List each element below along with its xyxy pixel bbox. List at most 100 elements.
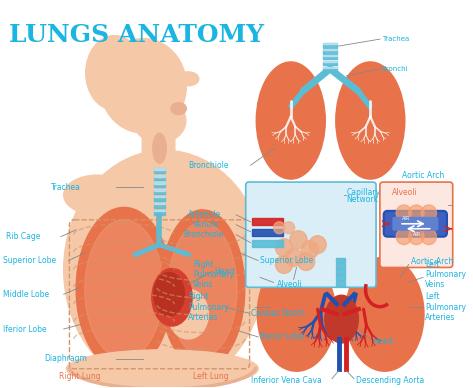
Ellipse shape	[64, 150, 265, 388]
Text: Rib Cage: Rib Cage	[6, 232, 41, 241]
Ellipse shape	[256, 62, 325, 179]
Text: Trachea: Trachea	[51, 182, 81, 192]
Text: AIR: AIR	[413, 232, 422, 237]
Text: Heart: Heart	[372, 338, 394, 346]
Text: Left
Pulmonary
Veins: Left Pulmonary Veins	[425, 260, 466, 289]
Text: Right Lung: Right Lung	[59, 372, 100, 381]
Bar	[324, 61, 337, 66]
Text: Venule: Venule	[193, 220, 219, 229]
Circle shape	[409, 229, 424, 245]
Text: Arteriole: Arteriole	[188, 210, 221, 219]
Ellipse shape	[171, 103, 186, 114]
Text: Diaphragm: Diaphragm	[44, 354, 88, 363]
Circle shape	[290, 231, 307, 249]
Ellipse shape	[133, 98, 186, 143]
Bar	[324, 43, 337, 44]
Ellipse shape	[345, 257, 424, 371]
Bar	[154, 189, 165, 191]
Ellipse shape	[64, 175, 131, 215]
Bar	[154, 182, 165, 184]
Text: Bronchiole: Bronchiole	[188, 161, 229, 170]
Ellipse shape	[76, 208, 172, 371]
Text: Left Lung: Left Lung	[193, 372, 228, 381]
Ellipse shape	[153, 133, 166, 163]
Bar	[336, 263, 345, 268]
Ellipse shape	[168, 222, 237, 356]
Bar	[154, 210, 165, 215]
Ellipse shape	[325, 295, 359, 343]
Text: Superior Lobe: Superior Lobe	[3, 256, 56, 265]
Bar	[154, 182, 165, 187]
Bar	[154, 168, 165, 170]
Ellipse shape	[257, 257, 336, 371]
Circle shape	[275, 239, 293, 256]
Text: Middle Lobe: Middle Lobe	[3, 290, 50, 299]
Ellipse shape	[178, 72, 199, 86]
Bar	[154, 203, 165, 204]
Ellipse shape	[67, 350, 258, 388]
Bar	[154, 210, 165, 211]
Text: Right
Pulmonary
Veins: Right Pulmonary Veins	[193, 260, 234, 289]
Ellipse shape	[168, 289, 209, 339]
Ellipse shape	[86, 36, 143, 110]
Bar	[336, 281, 345, 286]
Circle shape	[283, 222, 295, 234]
Bar	[253, 218, 283, 225]
Bar	[154, 196, 165, 197]
FancyBboxPatch shape	[142, 135, 175, 189]
Bar	[324, 55, 337, 56]
Text: AIR: AIR	[402, 216, 410, 221]
Ellipse shape	[152, 268, 192, 326]
Text: Aortic Arch: Aortic Arch	[411, 257, 453, 266]
Ellipse shape	[160, 210, 245, 369]
Ellipse shape	[100, 39, 186, 133]
Bar	[324, 55, 337, 59]
Text: Right
Pulmonary
Arteries: Right Pulmonary Arteries	[188, 292, 229, 322]
Bar	[336, 258, 345, 262]
Text: LUNGS ANATOMY: LUNGS ANATOMY	[9, 23, 264, 47]
Circle shape	[396, 229, 412, 245]
Bar	[324, 67, 337, 71]
Text: Left
Pulmonary
Arteries: Left Pulmonary Arteries	[425, 292, 466, 322]
Bar	[154, 168, 165, 173]
Text: Capillary: Capillary	[346, 187, 380, 196]
Circle shape	[275, 256, 293, 274]
Bar	[253, 229, 283, 236]
Circle shape	[309, 236, 326, 254]
Text: Alveoli: Alveoli	[277, 280, 303, 289]
Bar	[154, 175, 165, 177]
Bar	[154, 196, 165, 201]
Bar	[324, 49, 337, 50]
Bar	[324, 67, 337, 68]
Bar	[324, 49, 337, 54]
Circle shape	[421, 205, 437, 221]
Text: Network: Network	[346, 196, 378, 204]
Bar	[154, 189, 165, 194]
Text: Bronchiole: Bronchiole	[184, 230, 224, 239]
Text: Alveoli: Alveoli	[392, 187, 418, 196]
Circle shape	[298, 253, 315, 270]
Text: Iferior Lobe: Iferior Lobe	[260, 333, 304, 341]
Ellipse shape	[154, 272, 184, 316]
Bar	[154, 175, 165, 180]
Circle shape	[273, 222, 285, 234]
Bar	[253, 240, 283, 247]
FancyBboxPatch shape	[392, 217, 438, 231]
FancyBboxPatch shape	[384, 211, 447, 237]
Circle shape	[396, 205, 412, 221]
Text: Trachea: Trachea	[382, 36, 409, 42]
Bar	[324, 61, 337, 62]
Bar	[336, 269, 345, 274]
Circle shape	[285, 249, 302, 267]
Circle shape	[421, 229, 437, 245]
Text: Iferior Lobe: Iferior Lobe	[3, 324, 47, 334]
FancyBboxPatch shape	[246, 182, 376, 288]
Ellipse shape	[85, 220, 163, 359]
Circle shape	[409, 205, 424, 221]
Text: Bronchi: Bronchi	[382, 66, 408, 72]
Text: Cardiac Notch: Cardiac Notch	[251, 308, 305, 318]
Text: Descending Aorta: Descending Aorta	[356, 376, 424, 385]
Text: Superior Lobe: Superior Lobe	[260, 256, 313, 265]
Text: Inferior Vena Cava: Inferior Vena Cava	[251, 376, 321, 385]
FancyBboxPatch shape	[380, 182, 453, 267]
